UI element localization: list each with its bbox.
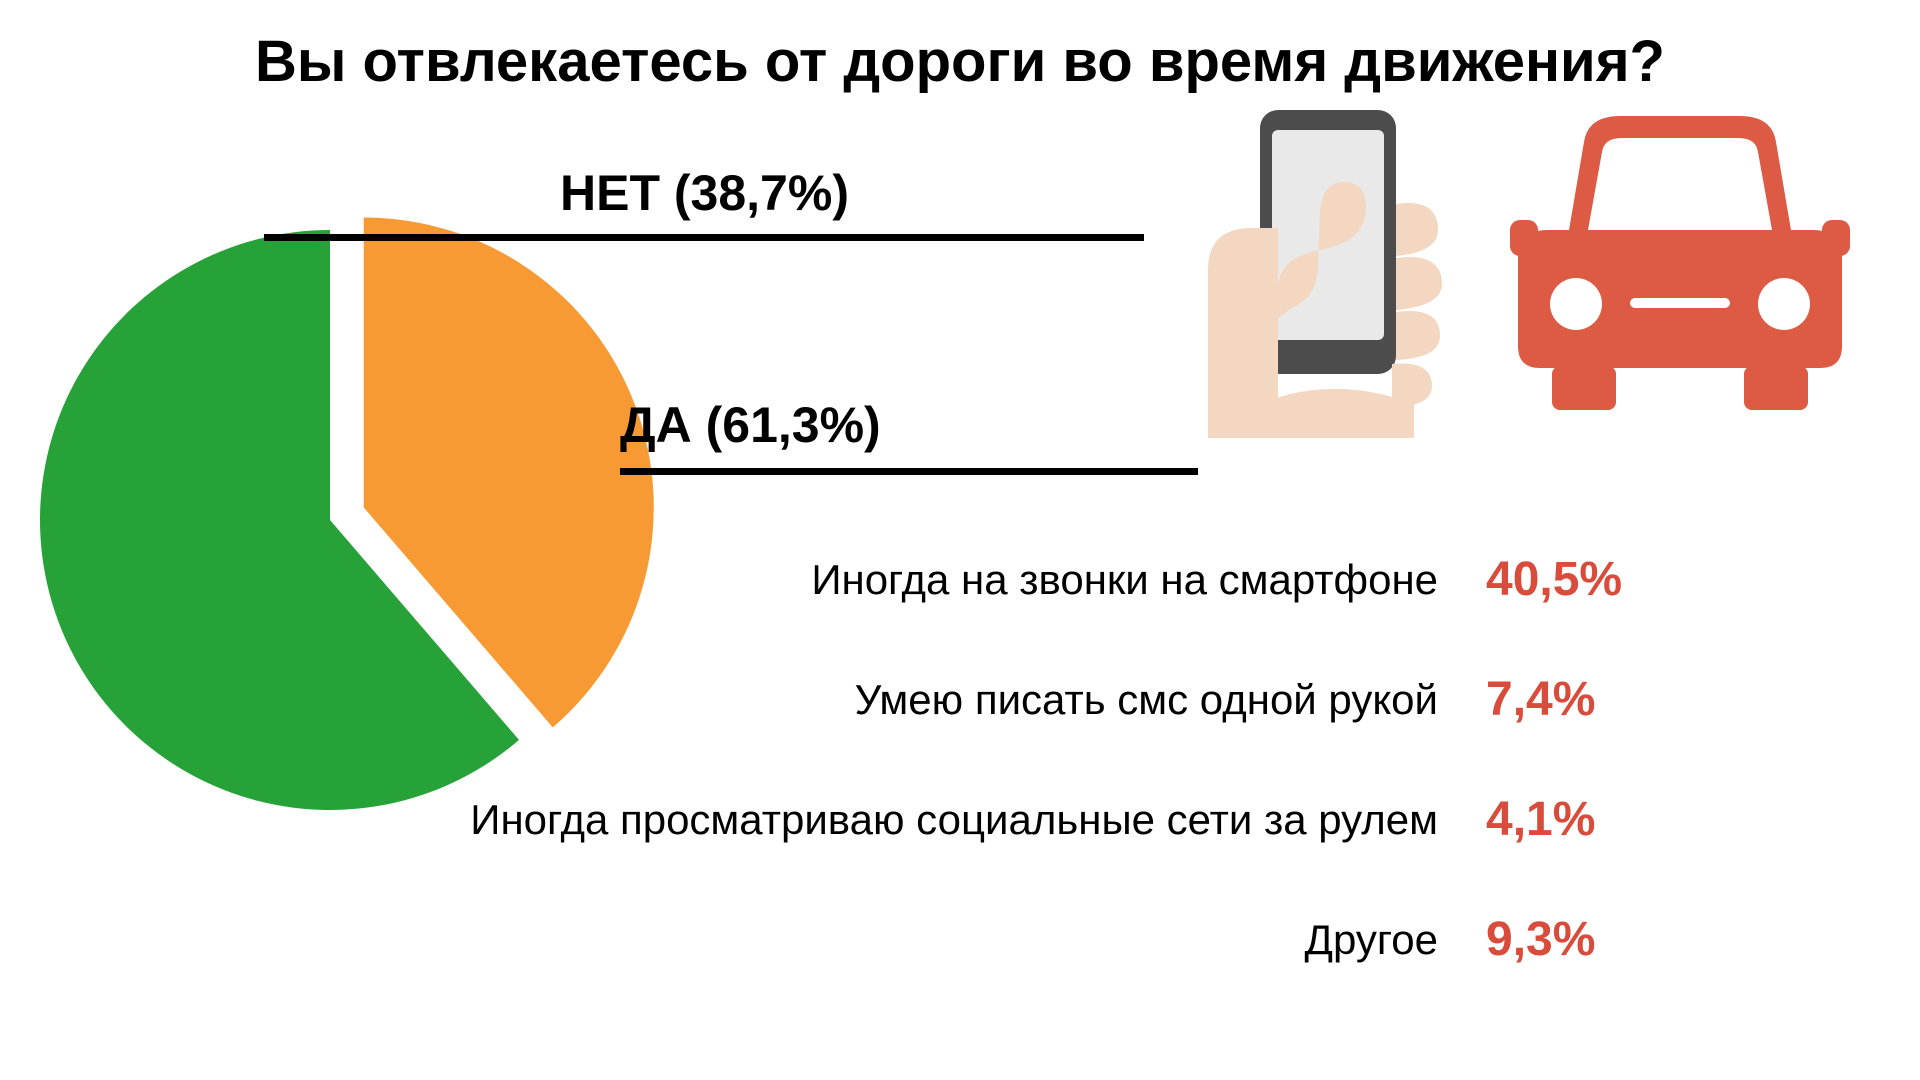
hand-phone-icon bbox=[1170, 108, 1470, 438]
detail-label: Умею писать смс одной рукой bbox=[855, 676, 1438, 724]
pie-chart bbox=[0, 170, 680, 870]
callout-line-yes bbox=[620, 468, 1198, 475]
pie-svg bbox=[0, 170, 680, 870]
hand-phone-svg bbox=[1170, 108, 1470, 438]
detail-value: 4,1% bbox=[1486, 792, 1595, 847]
car-svg bbox=[1510, 108, 1850, 418]
car-icon bbox=[1510, 108, 1850, 418]
detail-label: Другое bbox=[1305, 916, 1438, 964]
detail-label: Иногда на звонки на смартфоне bbox=[811, 556, 1438, 604]
detail-value: 40,5% bbox=[1486, 552, 1622, 607]
callout-label-yes: ДА (61,3%) bbox=[620, 396, 881, 454]
callout-label-no: НЕТ (38,7%) bbox=[560, 164, 849, 222]
callout-line-no bbox=[264, 234, 1144, 241]
detail-value: 9,3% bbox=[1486, 912, 1595, 967]
detail-value: 7,4% bbox=[1486, 672, 1595, 727]
detail-label: Иногда просматриваю социальные сети за р… bbox=[470, 796, 1438, 844]
chart-title: Вы отвлекаетесь от дороги во время движе… bbox=[0, 28, 1920, 95]
